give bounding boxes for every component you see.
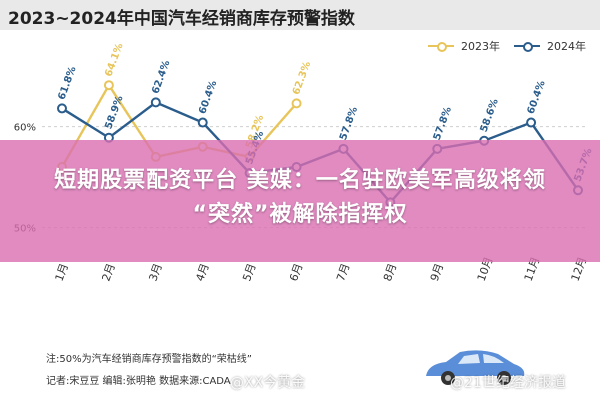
watermark-1: @XX今黄金 bbox=[230, 375, 306, 391]
legend-label-2023: 2023年 bbox=[461, 40, 500, 53]
credits: 记者:宋豆豆 编辑:张明艳 数据来源:CADA bbox=[46, 376, 231, 387]
footnote: 注:50%为汽车经销商库存预警指数的“荣枯线” bbox=[46, 354, 252, 365]
x-tick-label: 7月 bbox=[334, 262, 352, 283]
headline-line-2: “突然”被解除指挥权 bbox=[192, 202, 408, 227]
data-label: 62.3% bbox=[291, 60, 313, 96]
chart-title: 2023~2024年中国汽车经销商库存预警指数 bbox=[8, 9, 355, 29]
title-bar: 2023~2024年中国汽车经销商库存预警指数 bbox=[0, 0, 600, 30]
legend-swatch-2024 bbox=[513, 41, 540, 52]
data-label: 60.4% bbox=[526, 79, 548, 115]
x-tick-label: 9月 bbox=[428, 262, 446, 283]
data-label: 61.8% bbox=[56, 65, 78, 101]
x-tick-label: 5月 bbox=[240, 262, 258, 283]
data-point bbox=[103, 80, 114, 91]
legend-label-2024: 2024年 bbox=[547, 40, 586, 53]
legend-swatch-2023 bbox=[427, 41, 454, 52]
data-label: 58.6% bbox=[479, 97, 501, 133]
data-point bbox=[197, 117, 208, 128]
x-tick-label: 8月 bbox=[381, 262, 399, 283]
data-point bbox=[57, 103, 67, 114]
y-tick-label: 60% bbox=[14, 123, 36, 134]
x-tick-label: 4月 bbox=[193, 262, 211, 283]
x-tick-label: 2月 bbox=[100, 262, 118, 283]
data-point bbox=[526, 117, 537, 128]
data-point bbox=[291, 98, 302, 109]
headline-overlay: 短期股票配资平台 美媒：一名驻欧美军高级将领 “突然”被解除指挥权 bbox=[0, 140, 600, 262]
data-label: 57.8% bbox=[338, 105, 360, 141]
legend-item-2024: 2024年 bbox=[513, 38, 586, 54]
headline-line-1: 短期股票配资平台 美媒：一名驻欧美军高级将领 bbox=[54, 168, 546, 193]
x-tick-label: 3月 bbox=[146, 262, 164, 283]
data-label: 64.1% bbox=[103, 42, 125, 78]
x-tick-label: 6月 bbox=[287, 262, 305, 283]
footer: 注:50%为汽车经销商库存预警指数的“荣枯线” 记者:宋豆豆 编辑:张明艳 数据… bbox=[0, 342, 600, 400]
data-label: 57.8% bbox=[432, 105, 454, 141]
car-icon bbox=[426, 350, 525, 385]
x-tick-label: 1月 bbox=[53, 262, 71, 283]
legend-item-2023: 2023年 bbox=[427, 38, 500, 54]
watermark-2: @21世纪经济报道 bbox=[450, 375, 566, 391]
data-label: 60.4% bbox=[197, 79, 219, 115]
data-label: 62.4% bbox=[150, 59, 172, 95]
legend: 2023年 2024年 bbox=[418, 38, 586, 54]
data-point bbox=[150, 97, 161, 108]
data-label: 58.9% bbox=[103, 94, 125, 130]
